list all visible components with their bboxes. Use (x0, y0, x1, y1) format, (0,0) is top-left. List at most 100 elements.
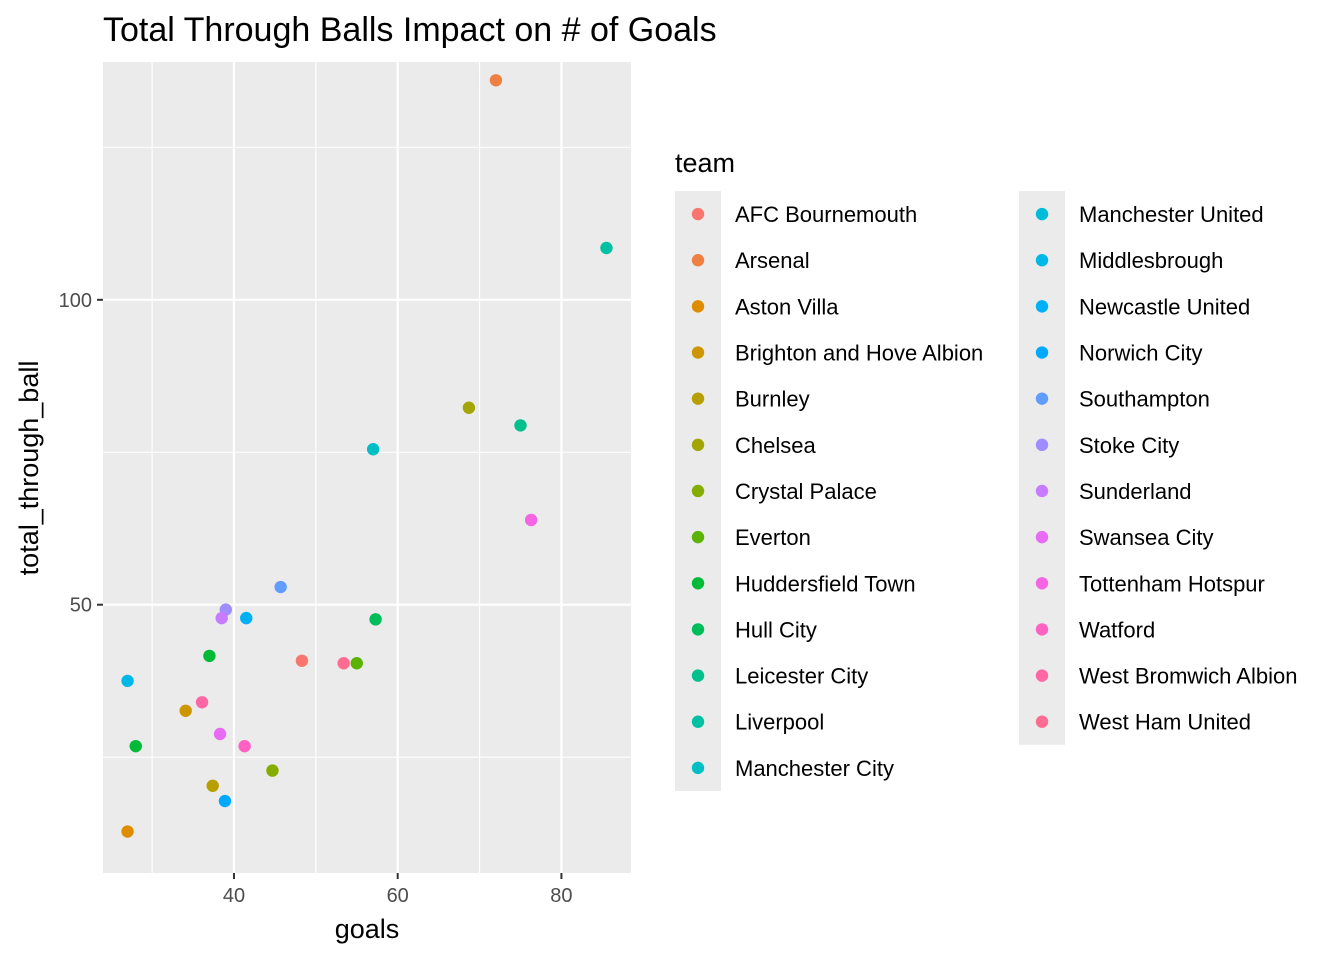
data-point (366, 443, 380, 456)
x-axis: 40 60 80 (223, 873, 573, 907)
legend-item: Tottenham Hotspur (1035, 571, 1265, 596)
legend-item: West Ham United (1035, 710, 1251, 735)
legend-key (1035, 715, 1049, 728)
legend-key (1035, 484, 1049, 498)
legend-item: Huddersfield Town (691, 571, 916, 596)
legend-item: Watford (1035, 617, 1155, 642)
legend-label: Brighton and Hove Albion (735, 341, 983, 366)
legend-label: Newcastle United (1079, 294, 1250, 319)
data-point (337, 657, 350, 670)
legend-label: Manchester City (735, 756, 894, 781)
legend-item: Norwich City (1035, 341, 1202, 366)
data-point (218, 794, 232, 808)
x-tick-label: 60 (387, 885, 409, 907)
legend-label: Leicester City (735, 664, 868, 689)
data-point (238, 739, 251, 753)
legend-key (691, 715, 705, 728)
legend-key (691, 392, 705, 405)
legend-label: Hull City (735, 617, 817, 642)
legend-item: Aston Villa (691, 294, 839, 319)
minor-gridlines (103, 62, 631, 873)
legend-label: AFC Bournemouth (735, 202, 917, 227)
major-gridlines (103, 62, 631, 873)
data-point (489, 74, 503, 87)
legend-item: Chelsea (691, 433, 816, 458)
legend-key (1035, 669, 1049, 682)
plot-background (103, 62, 631, 873)
legend-item: Brighton and Hove Albion (691, 341, 983, 366)
y-axis-title: total_through_ball (14, 361, 44, 576)
legend-key (691, 761, 705, 775)
legend-label: Manchester United (1079, 202, 1264, 227)
legend-label: Watford (1079, 617, 1155, 642)
data-point (350, 657, 363, 670)
legend-label: Huddersfield Town (735, 571, 916, 596)
legend-item: Hull City (691, 617, 817, 642)
legend-label: Liverpool (735, 710, 824, 735)
legend-entries: AFC Bournemouth Arsenal Aston Villa Brighto… (675, 191, 1297, 791)
legend-item: Everton (691, 525, 811, 550)
legend-key (691, 254, 705, 267)
legend-key (691, 623, 705, 636)
legend-item: Crystal Palace (691, 479, 877, 504)
legend-item: Manchester City (691, 756, 894, 781)
legend-key (691, 484, 705, 498)
legend-label: Everton (735, 525, 811, 550)
data-point (600, 241, 613, 255)
legend-item: Newcastle United (1035, 294, 1250, 319)
data-point (206, 779, 219, 793)
data-point (179, 704, 192, 717)
legend: team AFC Bournemouth Arsenal Aston Villa Br… (675, 148, 1297, 791)
legend-key-background (1019, 191, 1065, 745)
legend-label: Chelsea (735, 433, 816, 458)
plot-panel (103, 62, 631, 873)
legend-key (1035, 530, 1049, 544)
y-tick-label: 50 (70, 595, 92, 617)
legend-item: Swansea City (1035, 525, 1214, 550)
data-point (121, 674, 134, 688)
data-point (462, 401, 476, 414)
x-tick-label: 40 (223, 885, 245, 907)
data-point (203, 649, 216, 663)
legend-key (1035, 254, 1049, 267)
data-points (121, 74, 613, 838)
data-point (295, 654, 309, 667)
y-axis: 50 100 (59, 290, 103, 617)
legend-key (691, 669, 705, 682)
legend-label: West Bromwich Albion (1079, 664, 1297, 689)
legend-label: Aston Villa (735, 294, 839, 319)
legend-title: team (675, 148, 735, 178)
legend-key (691, 438, 705, 452)
legend-key (1035, 207, 1049, 221)
y-tick-label: 100 (59, 290, 92, 312)
legend-key (1035, 577, 1049, 590)
legend-label: Norwich City (1079, 341, 1202, 366)
legend-label: Burnley (735, 387, 810, 412)
data-point (369, 613, 382, 626)
legend-key (1035, 346, 1049, 359)
legend-item: Arsenal (691, 248, 810, 273)
data-point (240, 611, 253, 625)
legend-label: Stoke City (1079, 433, 1179, 458)
legend-key (691, 346, 705, 359)
legend-label: Tottenham Hotspur (1079, 571, 1265, 596)
data-point (213, 727, 227, 741)
legend-item: Middlesbrough (1035, 248, 1223, 273)
legend-item: Burnley (691, 387, 810, 412)
chart-title: Total Through Balls Impact on # of Goals (103, 11, 717, 49)
data-point (514, 419, 527, 432)
legend-item: AFC Bournemouth (691, 202, 917, 227)
legend-key (691, 207, 705, 221)
legend-label: Sunderland (1079, 479, 1192, 504)
data-point (129, 739, 142, 753)
legend-item: Southampton (1035, 387, 1210, 412)
legend-key (1035, 438, 1049, 452)
legend-item: Stoke City (1035, 433, 1179, 458)
data-point (274, 580, 287, 594)
legend-key (691, 577, 705, 590)
legend-key (1035, 300, 1049, 313)
data-point (524, 513, 538, 527)
data-point (121, 825, 134, 838)
legend-key (1035, 623, 1049, 636)
